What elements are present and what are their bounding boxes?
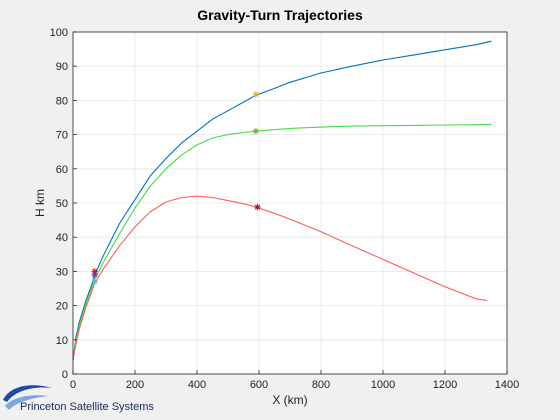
logo-text: Princeton Satellite Systems (20, 401, 154, 413)
x-tick-label: 800 (312, 379, 330, 391)
logo-swoosh-light-icon (5, 395, 48, 410)
ticks-group: 0 200 400 600 800 1000 1200 1400 0 10 20 30 40 50 60 70… (50, 27, 520, 391)
chart-title: Gravity-Turn Trajectories (197, 7, 363, 23)
series-line-2 (72, 123, 492, 361)
x-tick-label: 400 (188, 379, 206, 391)
logo-swoosh-icon (3, 385, 52, 402)
y-tick-label: 100 (50, 27, 68, 39)
y-tick-label: 80 (56, 95, 68, 107)
y-tick-label: 30 (56, 266, 68, 278)
logo: Princeton Satellite Systems (3, 385, 154, 413)
series-3-marker (254, 203, 261, 211)
x-tick-label: 0 (70, 379, 76, 391)
y-tick-label: 50 (56, 198, 68, 210)
series-2-marker (91, 271, 98, 279)
y-axis-label: H km (33, 189, 47, 217)
series-line-1 (72, 40, 492, 361)
y-tick-label: 0 (62, 369, 68, 381)
series-2-marker (252, 127, 260, 135)
y-tick-label: 60 (56, 164, 68, 176)
y-tick-label: 90 (56, 61, 68, 73)
x-tick-label: 200 (126, 379, 144, 391)
y-tick-label: 20 (56, 301, 68, 313)
series-group (72, 40, 492, 361)
x-tick-label: 600 (250, 379, 268, 391)
x-tick-label: 1000 (371, 379, 395, 391)
y-tick-label: 70 (56, 130, 68, 142)
series-3-marker (91, 278, 98, 285)
series-line-3 (72, 195, 487, 361)
x-tick-label: 1400 (495, 379, 519, 391)
x-tick-label: 1200 (433, 379, 457, 391)
y-tick-label: 40 (56, 232, 68, 244)
series-1-marker (252, 91, 260, 98)
x-axis-label: X (km) (272, 393, 307, 407)
y-tick-label: 10 (56, 335, 68, 347)
